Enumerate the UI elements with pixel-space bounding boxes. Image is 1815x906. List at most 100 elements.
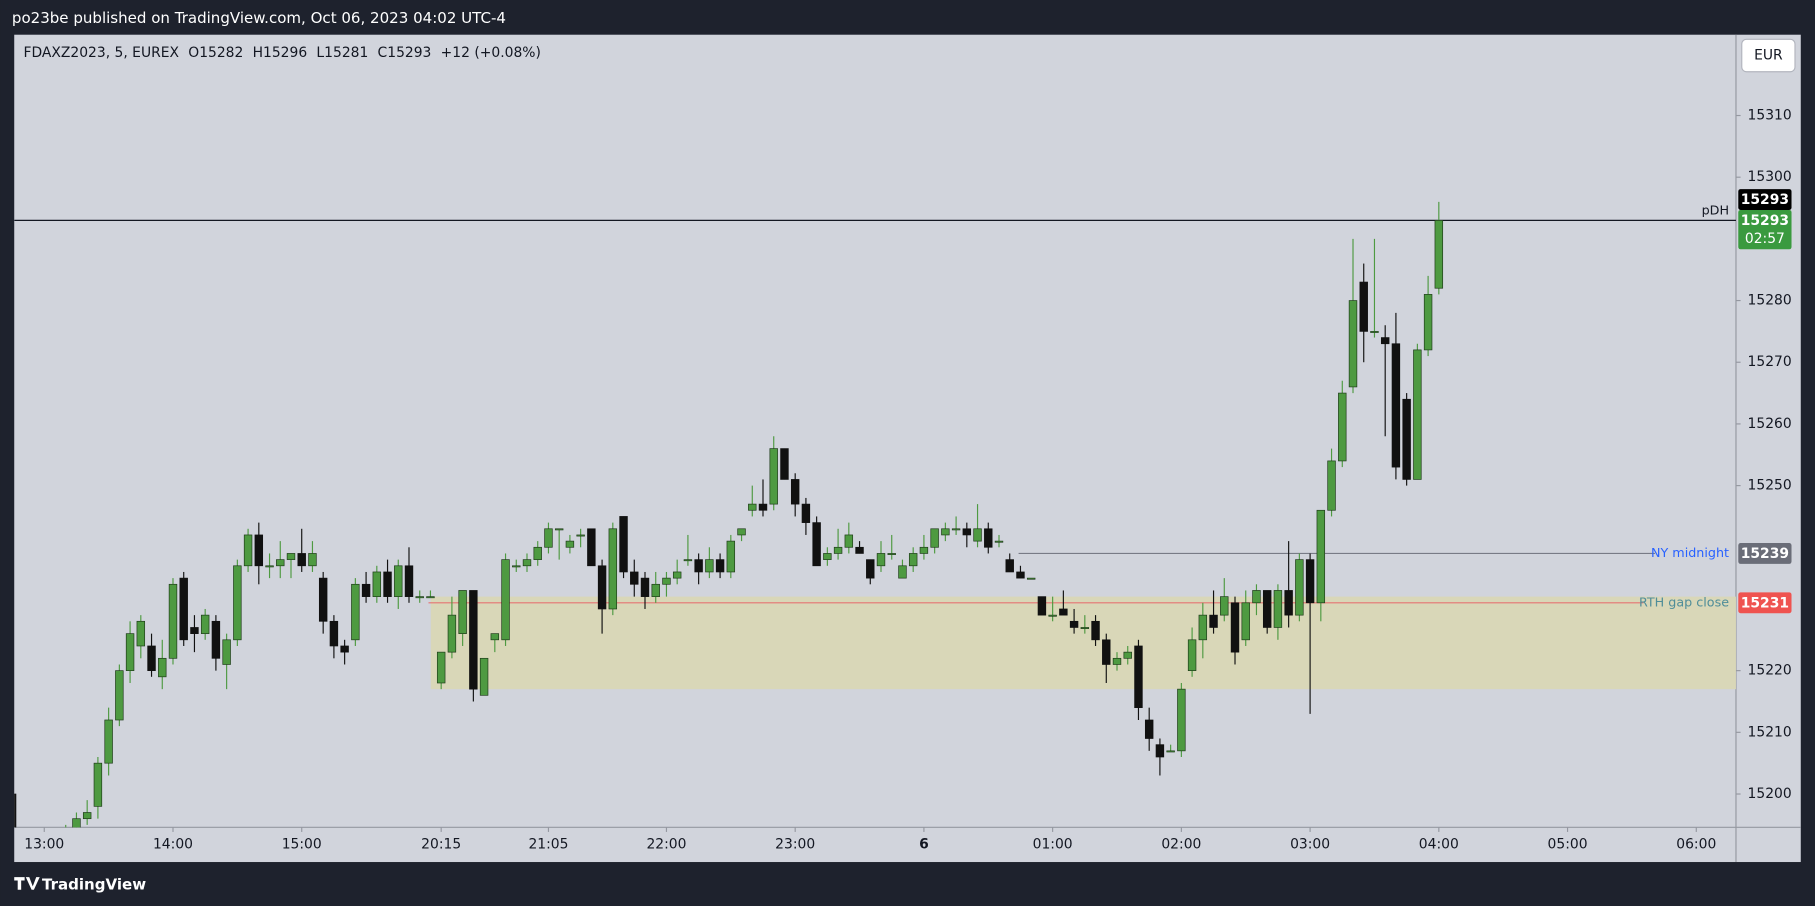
candle-body (308, 553, 317, 567)
candle-body (565, 540, 575, 548)
candle-body (737, 528, 746, 536)
candle-body (158, 657, 167, 678)
candle-body (1327, 460, 1336, 511)
x-tick-label: 21:05 (528, 837, 568, 853)
y-tick-label: 15260 (1748, 416, 1792, 432)
candle-body (1209, 614, 1218, 628)
candle-body (297, 553, 306, 567)
x-tick-label: 02:00 (1161, 837, 1201, 853)
x-tick-label: 05:00 (1548, 837, 1588, 853)
candle-body (715, 559, 725, 573)
candle-body (522, 559, 532, 567)
x-tick-label: 06:00 (1676, 837, 1716, 853)
candle-body (758, 503, 768, 511)
candle-body (1252, 590, 1261, 604)
candle-body (951, 528, 961, 531)
currency[interactable]: EUR (1754, 48, 1783, 64)
candle-body (544, 528, 553, 548)
candle-body (801, 503, 811, 523)
candle-body (748, 503, 757, 511)
candle-body (662, 577, 671, 585)
candle-body (640, 577, 650, 597)
candle-body (1413, 349, 1422, 480)
candle-body (1091, 620, 1100, 641)
candle-body (833, 546, 843, 554)
candle-body (1348, 300, 1358, 388)
candle-body (1059, 608, 1068, 616)
candle-body (1220, 596, 1229, 616)
legend-item: +12 (+0.08%) (441, 45, 541, 61)
candle-body (436, 651, 446, 684)
candle-body (286, 553, 296, 560)
candle-body (125, 633, 135, 671)
candle-body (630, 571, 639, 585)
tv-logo (14, 877, 40, 890)
candle-body (1338, 392, 1347, 462)
legend-item: H15296 (253, 45, 308, 61)
candle-body (115, 670, 124, 721)
candle-body (1037, 596, 1047, 616)
candle-body (426, 596, 435, 599)
candle-body (351, 583, 360, 641)
candle-body (619, 516, 628, 573)
candle-body (962, 528, 972, 536)
publisher: po23be published on TradingView.com, Oct… (12, 9, 506, 27)
candle-body (683, 559, 693, 562)
x-tick-label: 04:00 (1419, 837, 1459, 853)
candle-body (823, 553, 832, 560)
level-badge (1738, 592, 1792, 614)
candle-body (705, 559, 714, 573)
candle-body (597, 565, 607, 610)
candle-body (1284, 590, 1293, 616)
gap-zone (430, 596, 1736, 690)
candle-body (512, 565, 521, 568)
candle-body (1359, 281, 1368, 332)
candle-body (1423, 294, 1433, 351)
candle-body (587, 528, 596, 567)
candle-body (1177, 688, 1186, 752)
y-tick-label: 15270 (1748, 354, 1792, 370)
level-badge-label: 15239 (1741, 546, 1789, 562)
candle-body (372, 571, 382, 597)
x-tick-label: 03:00 (1290, 837, 1330, 853)
level-badge-label: 15293 (1741, 192, 1789, 208)
candle-body (984, 528, 993, 548)
candle-body (136, 620, 146, 647)
candle-body (340, 645, 349, 653)
x-tick-label: 15:00 (282, 837, 322, 853)
candle-body (651, 583, 660, 597)
candle-body (14, 793, 17, 828)
candle-body (1144, 719, 1154, 739)
legend-item: C15293 (378, 45, 432, 61)
y-tick-label: 15310 (1748, 108, 1792, 124)
candle-body (1069, 620, 1079, 628)
candle-body (898, 565, 907, 579)
y-tick-label: 15280 (1748, 293, 1792, 309)
x-tick-label: 23:00 (775, 837, 815, 853)
candle-body (919, 546, 929, 554)
candle-body (672, 571, 682, 579)
candle-body (1230, 602, 1240, 653)
candle-body (1295, 559, 1304, 616)
candle-body (994, 540, 1004, 543)
candle-body (329, 620, 339, 647)
x-tick-label: 22:00 (646, 837, 686, 853)
candle-body (233, 565, 242, 641)
candle-body (1402, 398, 1411, 480)
candle-body (276, 559, 285, 567)
x-tick-label: 14:00 (153, 837, 193, 853)
candle-body (222, 639, 231, 665)
last-price-badge (1738, 209, 1792, 250)
candle-body (254, 534, 264, 567)
level-label: NY midnight (1651, 545, 1729, 560)
candle-body (576, 534, 585, 537)
candle-body (1048, 614, 1057, 617)
chart-panel (14, 34, 1801, 863)
candle-body (458, 590, 467, 634)
candle-body (608, 528, 618, 610)
candle-body (812, 522, 821, 567)
last-price: 15293 (1741, 213, 1789, 229)
candle-body (855, 546, 864, 554)
candle-body (265, 565, 274, 568)
currency-button[interactable] (1741, 38, 1796, 73)
